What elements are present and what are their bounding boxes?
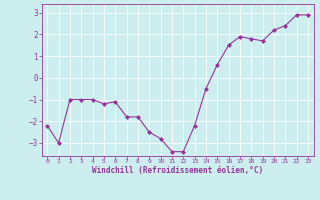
- X-axis label: Windchill (Refroidissement éolien,°C): Windchill (Refroidissement éolien,°C): [92, 166, 263, 175]
